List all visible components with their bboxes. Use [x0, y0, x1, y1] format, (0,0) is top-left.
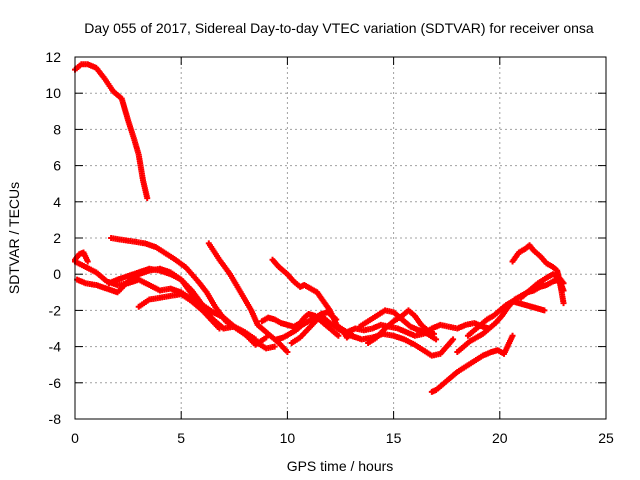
data-point [333, 316, 340, 323]
plot-frame [74, 56, 607, 420]
data-point [252, 336, 259, 343]
series-track-6 [135, 291, 223, 332]
series-track-15 [356, 307, 440, 343]
data-point [271, 343, 278, 350]
y-tick-label: -4 [49, 339, 62, 355]
x-tick-label: 20 [492, 430, 508, 446]
y-tick-label: -2 [49, 302, 62, 318]
series-track-18 [464, 298, 548, 339]
series-track-20 [518, 271, 567, 301]
x-tick-label: 10 [280, 430, 296, 446]
series-track-7 [72, 249, 91, 265]
y-tick-label: 2 [53, 230, 61, 246]
x-tick-label: 25 [598, 430, 614, 446]
data-point [335, 332, 342, 339]
y-tick-label: 0 [53, 266, 61, 282]
data-point [560, 300, 567, 307]
y-tick-label: 12 [45, 49, 61, 65]
data-point [284, 349, 291, 356]
x-tick-label: 15 [386, 430, 402, 446]
data-series [72, 61, 567, 395]
series-track-11 [273, 309, 340, 343]
x-tick-label: 0 [71, 430, 79, 446]
data-point [263, 334, 270, 341]
data-point [450, 336, 457, 343]
y-tick-label: -6 [49, 375, 62, 391]
y-tick-label: 4 [53, 194, 61, 210]
data-point [541, 307, 548, 314]
tick-labels: 0 5 10 15 20 25 -8 -6 -4 -2 0 2 4 6 8 10 12 [45, 49, 614, 446]
data-point [144, 195, 151, 202]
y-tick-label: 6 [53, 158, 61, 174]
y-tick-label: 10 [45, 85, 61, 101]
chart-title: Day 055 of 2017, Sidereal Day-to-day VTE… [84, 20, 594, 36]
data-point [84, 258, 91, 265]
series-track-16 [428, 332, 516, 395]
data-point [509, 332, 516, 339]
y-tick-label: 8 [53, 121, 61, 137]
x-tick-label: 5 [177, 430, 185, 446]
grid-lines [75, 57, 606, 419]
y-axis-label: SDTVAR / TECUs [6, 182, 22, 294]
data-point [216, 325, 223, 332]
x-axis-label: GPS time / hours [287, 458, 394, 474]
y-tick-label: -8 [49, 411, 62, 427]
series-track-1 [72, 61, 151, 202]
data-point [560, 280, 567, 287]
data-point [433, 336, 440, 343]
